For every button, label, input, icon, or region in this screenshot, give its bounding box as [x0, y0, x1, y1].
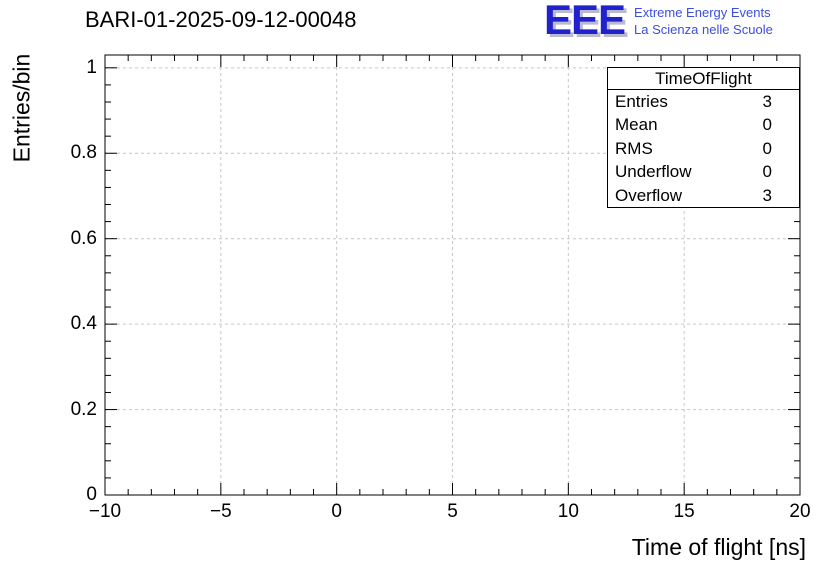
stats-row: Mean 0 — [608, 114, 799, 138]
stats-label: Entries — [615, 91, 668, 111]
y-tick-label: 0.6 — [70, 227, 97, 249]
x-axis-title: Time of flight [ns] — [631, 534, 806, 560]
x-tick-label: 20 — [789, 501, 811, 522]
plot-frame — [104, 54, 801, 496]
y-tick-label: 0.2 — [70, 398, 97, 420]
stats-label: Overflow — [615, 185, 683, 205]
plot-title: BARI-01-2025-09-12-00048 — [85, 7, 357, 32]
stats-row: RMS 0 — [608, 137, 799, 161]
eee-logo: EEE Extreme Energy Events La Scienza nel… — [544, 0, 773, 43]
stats-row: Underflow 0 — [608, 161, 799, 185]
stats-label: Underflow — [615, 162, 692, 182]
y-tick-label: 0 — [86, 484, 97, 505]
y-tick-label: 1 — [86, 56, 97, 78]
stats-value: 3 — [762, 185, 772, 205]
x-tick-label: 15 — [673, 501, 695, 522]
stats-value: 3 — [762, 91, 772, 111]
x-tick-label: 5 — [447, 501, 458, 522]
gridlines — [105, 55, 800, 495]
stats-row: Overflow 3 — [608, 184, 799, 208]
eee-logo-line1: Extreme Energy Events — [634, 5, 771, 20]
stats-value: 0 — [762, 162, 772, 182]
stats-title: TimeOfFlight — [608, 68, 799, 90]
y-tick-label: 0.8 — [70, 142, 97, 164]
stats-box: TimeOfFlight Entries 3 Mean 0 RMS 0 Unde… — [607, 67, 800, 208]
stats-value: 0 — [762, 138, 772, 158]
x-tick-label: 10 — [557, 501, 579, 522]
stats-label: RMS — [615, 138, 653, 158]
stats-row: Entries 3 — [608, 90, 799, 114]
stats-value: 0 — [762, 115, 772, 135]
eee-logo-text: EEE — [544, 0, 626, 43]
x-tick-label: −10 — [88, 501, 122, 522]
eee-logo-line2: La Scienza nelle Scuole — [634, 21, 773, 37]
y-tick-label: 0.4 — [70, 313, 97, 335]
stats-label: Mean — [615, 115, 658, 135]
x-tick-label: 0 — [331, 501, 342, 522]
x-tick-label: −5 — [209, 501, 232, 522]
eee-logo-subtitle: Extreme Energy Events La Scienza nelle S… — [634, 5, 773, 39]
